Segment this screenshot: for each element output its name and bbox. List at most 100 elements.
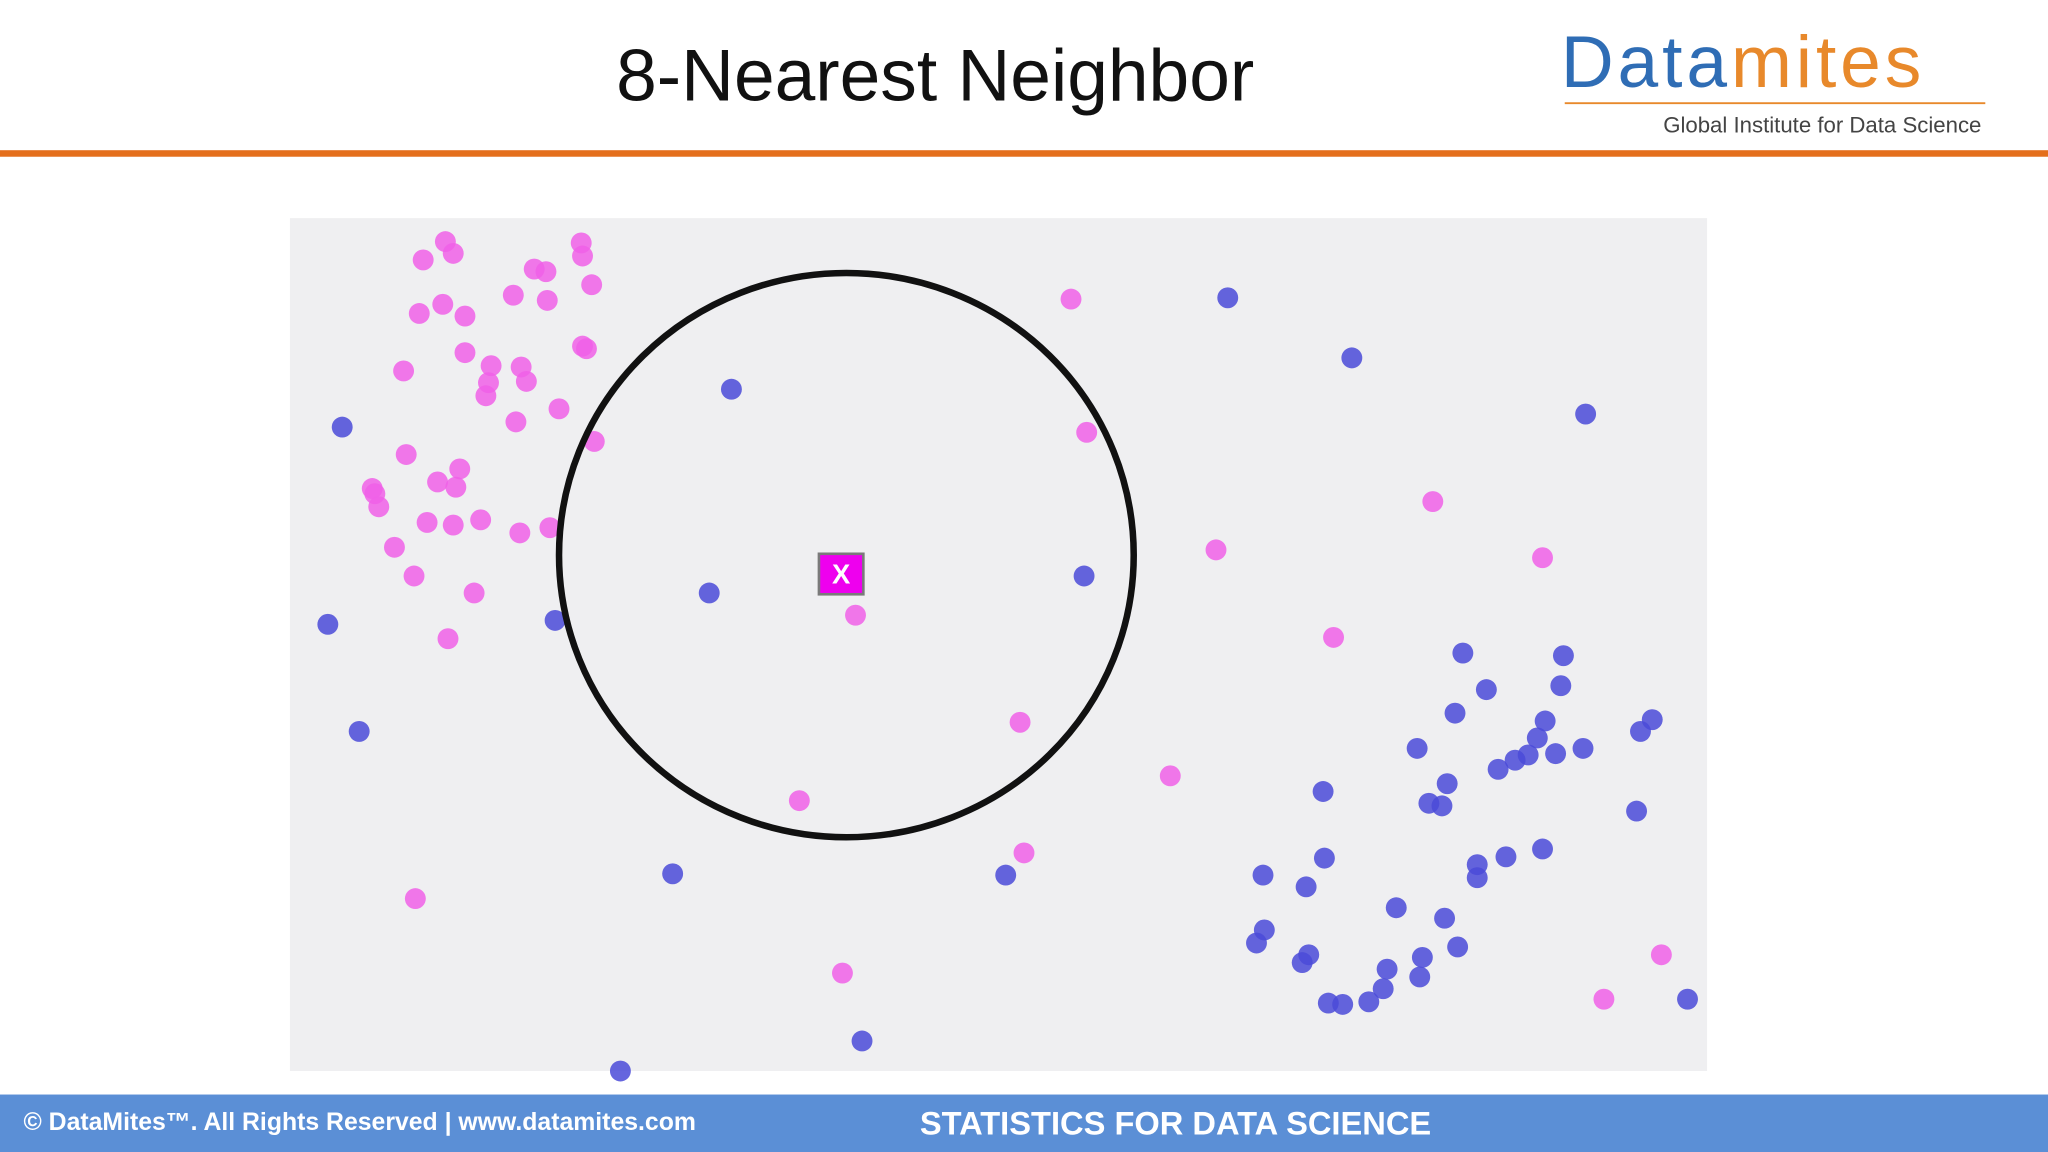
pink-point [384, 536, 405, 558]
blue-point [1626, 800, 1648, 822]
blue-point [1550, 675, 1572, 697]
pink-point [832, 962, 853, 984]
blue-point [1526, 727, 1548, 749]
pink-point [442, 514, 464, 536]
blue-point [1630, 720, 1651, 742]
blue-point [609, 1060, 631, 1082]
logo: Datamites Global Institute for Data Scie… [1561, 22, 1986, 138]
blue-point [1073, 565, 1095, 587]
pink-point [505, 411, 527, 433]
footer-copyright: © DataMites™. All Rights Reserved | www.… [24, 1109, 696, 1136]
pink-point [1060, 288, 1082, 310]
pink-point [509, 522, 531, 544]
footer-course: STATISTICS FOR DATA SCIENCE [920, 1105, 1431, 1142]
pink-point [1422, 491, 1444, 512]
blue-point [1436, 773, 1458, 795]
pink-point [1323, 626, 1344, 648]
pink-point [1205, 539, 1227, 561]
blue-point [1434, 907, 1456, 929]
header-rule [0, 150, 2048, 157]
blue-point [1372, 978, 1394, 1000]
slide-title: 8-Nearest Neighbor [616, 35, 1254, 116]
blue-point [698, 582, 720, 604]
pink-point [548, 398, 570, 420]
pink-point [432, 293, 454, 315]
blue-point [1406, 737, 1428, 759]
blue-point [1452, 642, 1474, 664]
pink-point [845, 604, 866, 626]
blue-point [1431, 795, 1453, 817]
logo-name: Datamites [1561, 22, 1925, 103]
pink-point [449, 458, 471, 480]
pink-point [572, 245, 593, 267]
pink-point [1593, 988, 1615, 1010]
pink-point [1076, 421, 1098, 443]
blue-point [1411, 946, 1433, 968]
blue-point [1409, 966, 1431, 988]
blue-point [1312, 781, 1334, 802]
pink-point [404, 888, 426, 910]
blue-point [1252, 864, 1274, 886]
blue-point [1517, 744, 1539, 766]
pink-point [788, 790, 810, 812]
blue-point [1487, 758, 1509, 780]
blue-point [331, 416, 353, 438]
pink-point [576, 338, 597, 360]
pink-point [412, 249, 434, 271]
pink-point [395, 444, 417, 465]
blue-point [1572, 737, 1594, 759]
logo-tagline: Global Institute for Data Science [1663, 113, 1981, 138]
blue-point [1332, 993, 1354, 1015]
pink-point [393, 360, 415, 382]
blue-point [995, 864, 1017, 886]
pink-point [1532, 547, 1553, 569]
blue-point [1385, 897, 1407, 919]
pink-point [515, 370, 537, 392]
pink-point [454, 305, 476, 327]
blue-point [1246, 932, 1267, 954]
blue-point [1291, 952, 1313, 974]
blue-point [1552, 645, 1574, 667]
blue-point [1444, 702, 1466, 724]
points [317, 231, 1698, 1082]
pink-point [408, 303, 430, 324]
pink-point [445, 476, 467, 498]
pink-point [1650, 944, 1672, 966]
pink-point [1009, 711, 1031, 733]
pink-point [480, 355, 502, 377]
pink-point [454, 342, 476, 364]
blue-point [1534, 710, 1556, 732]
blue-point [544, 609, 566, 631]
blue-point [348, 720, 370, 742]
blue-point [1466, 867, 1488, 889]
pink-point [535, 261, 557, 283]
pink-point [368, 496, 390, 518]
blue-point [1358, 991, 1380, 1013]
blue-point [1217, 287, 1239, 309]
query-point: X [817, 552, 865, 596]
blue-point [1341, 347, 1363, 369]
blue-point [720, 378, 742, 400]
pink-point [539, 517, 561, 539]
pink-point [581, 274, 603, 296]
pink-point [463, 582, 485, 604]
blue-point [317, 613, 339, 635]
query-label: X [832, 558, 851, 589]
blue-point [1295, 876, 1317, 898]
blue-point [1495, 846, 1517, 868]
query-box [817, 552, 865, 596]
pink-point [502, 284, 524, 306]
blue-point [1575, 403, 1597, 425]
blue-point [851, 1030, 873, 1052]
pink-point [1013, 842, 1035, 864]
figure-panel [289, 218, 1708, 1072]
logo-part: Data [1561, 22, 1731, 103]
blue-point [662, 863, 684, 885]
footer-bar [0, 1094, 2048, 1152]
blue-point [1545, 743, 1567, 765]
pink-point [1159, 765, 1181, 787]
pink-point [470, 509, 492, 531]
blue-point [1376, 958, 1398, 980]
